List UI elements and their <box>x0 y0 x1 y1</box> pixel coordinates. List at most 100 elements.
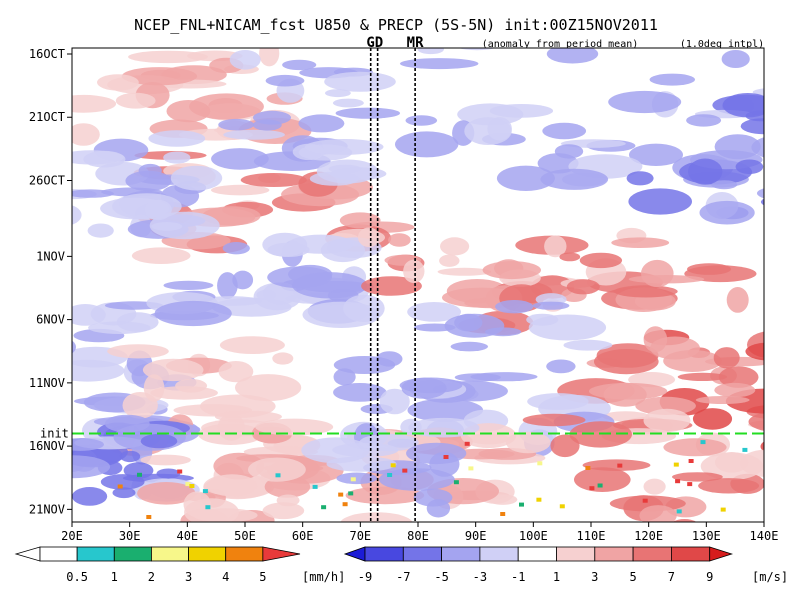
precip-cell <box>597 483 603 488</box>
u850-colorbar-label: 9 <box>706 570 713 584</box>
anomaly-patch <box>450 341 488 352</box>
anomaly-patch <box>149 211 220 240</box>
anomaly-patch <box>88 321 151 335</box>
precip-cell <box>519 502 524 507</box>
anomaly-patch <box>218 361 254 383</box>
precip-cell <box>700 440 706 445</box>
anomaly-patch <box>695 396 750 404</box>
precip-cell <box>137 472 142 477</box>
u850-colorbar-segment <box>594 546 634 562</box>
anomaly-patch <box>649 73 695 86</box>
anomaly-patch <box>496 165 555 191</box>
precip-colorbar: 0.5 1 2 3 4 5 [mm/h] <box>14 546 345 584</box>
u850-colorbar-label: 7 <box>668 570 675 584</box>
anomaly-patch <box>205 481 246 495</box>
anomaly-patch <box>559 252 581 262</box>
x-tick-label: 100E <box>519 529 548 543</box>
anomaly-patch <box>401 377 447 399</box>
u850-colorbar-segment <box>517 546 557 562</box>
anomaly-patch <box>104 414 150 433</box>
precip-cell <box>275 473 281 478</box>
precip-cell <box>443 455 449 459</box>
anomaly-patch <box>635 396 696 415</box>
anomaly-patch <box>324 71 396 92</box>
anomaly-patch <box>229 50 261 70</box>
x-tick-label: 70E <box>349 529 371 543</box>
anomaly-patch <box>544 235 567 258</box>
anomaly-patch <box>522 413 586 427</box>
anomaly-patch <box>163 280 214 290</box>
anomaly-patch <box>333 368 356 386</box>
anomaly-patch <box>137 482 196 505</box>
anomaly-patch <box>282 59 317 71</box>
anomaly-patch <box>170 165 223 191</box>
x-axis: 20E 30E 40E 50E 60E 70E 80E 90E 100E 110E 120E 130E… <box>61 522 778 543</box>
precip-colorbar-label: 4 <box>222 570 229 584</box>
x-tick-label: 130E <box>692 529 721 543</box>
anomaly-patch <box>388 233 411 247</box>
anomaly-patch <box>163 151 191 164</box>
init-label: init <box>40 426 69 440</box>
anomaly-patch <box>760 441 764 452</box>
anomaly-patch <box>413 488 453 507</box>
anomaly-patch <box>641 259 674 288</box>
anomaly-patch <box>379 388 410 415</box>
anomaly-patch <box>528 314 607 341</box>
y-tick-label: 16OCT <box>29 47 65 61</box>
precip-colorbar-label: 3 <box>185 570 192 584</box>
anomaly-patch <box>142 358 204 382</box>
anomaly-patch <box>602 411 650 422</box>
anomaly-patch <box>358 227 380 248</box>
anomaly-patch <box>532 301 570 310</box>
anomaly-patch <box>107 344 169 359</box>
anomaly-patch <box>148 130 206 147</box>
anomaly-patch <box>611 237 670 248</box>
anomaly-patch <box>687 263 731 275</box>
anomaly-patch <box>711 180 738 190</box>
anomaly-patch <box>550 434 580 458</box>
x-tick-label: 20E <box>61 529 83 543</box>
anomaly-patch <box>218 118 255 131</box>
x-tick-label: 40E <box>176 529 198 543</box>
x-tick-label: 110E <box>577 529 606 543</box>
x-tick-label: 120E <box>634 529 663 543</box>
u850-colorbar-segment <box>402 546 442 562</box>
anomaly-patch <box>672 519 697 522</box>
anomaly-patch <box>527 393 589 410</box>
anomaly-patch <box>594 349 659 375</box>
u850-colorbar-segment <box>556 546 596 562</box>
u850-colorbar-segment <box>441 546 481 562</box>
precip-cell <box>676 509 682 514</box>
anomaly-patch <box>298 114 345 133</box>
u850-colorbar-label: 1 <box>553 570 560 584</box>
anomaly-patch <box>211 148 269 170</box>
precip-cell <box>390 463 396 468</box>
precip-cell <box>350 477 356 482</box>
plot-area <box>72 48 764 522</box>
anomaly-patch <box>223 129 285 140</box>
anomaly-patch <box>72 94 117 113</box>
precip-colorbar-segment <box>188 546 227 562</box>
anomaly-patch <box>72 438 104 451</box>
anomaly-patch <box>740 118 764 135</box>
anomaly-patch <box>100 474 145 490</box>
y-tick-label: 16NOV <box>29 439 65 453</box>
anomaly-patch <box>128 50 208 64</box>
anomaly-patch <box>454 313 483 332</box>
anomaly-patch <box>546 359 576 374</box>
anomaly-patch <box>713 347 740 369</box>
anomaly-patch <box>119 450 141 463</box>
precip-cell <box>464 441 470 446</box>
anomaly-patch <box>628 188 692 215</box>
x-tick-label: 50E <box>234 529 256 543</box>
anomaly-patch <box>440 237 470 256</box>
anomaly-patch <box>345 486 425 505</box>
precip-cell <box>688 459 694 463</box>
anomaly-patch <box>718 366 759 388</box>
anomaly-patch <box>292 272 368 299</box>
anomaly-patch <box>140 454 191 466</box>
anomaly-patch <box>340 512 413 522</box>
anomaly-patch <box>72 150 124 165</box>
precip-colorbar-lowcap <box>14 546 41 562</box>
